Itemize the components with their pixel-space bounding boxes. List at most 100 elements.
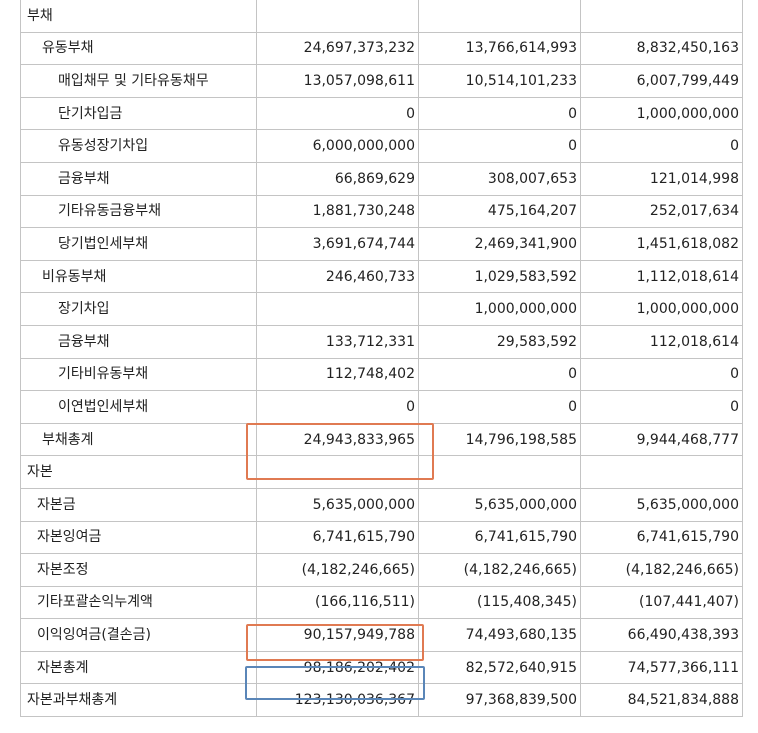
row-label: 유동부채 xyxy=(20,31,257,66)
row-label: 당기법인세부채 xyxy=(20,227,257,261)
row-label: 기타유동금융부채 xyxy=(20,194,257,229)
row-label: 자본과부채총계 xyxy=(20,683,257,718)
row-income-tax-payable: 당기법인세부채 3,691,674,744 2,469,341,900 1,451,6… xyxy=(20,227,743,261)
row-label: 부채총계 xyxy=(20,422,257,457)
value-cell-3: 121,014,998 xyxy=(580,161,743,196)
row-trade-payables: 매입채무 및 기타유동채무 13,057,098,611 10,514,101,23… xyxy=(20,64,743,98)
row-label: 이익잉여금(결손금) xyxy=(20,618,257,652)
value-cell-2: (4,182,246,665) xyxy=(418,553,581,587)
value-cell-3: (107,441,407) xyxy=(580,585,743,620)
value-cell-3: 9,944,468,777 xyxy=(580,422,743,457)
value-cell-2: 308,007,653 xyxy=(418,161,581,196)
value-cell-2: 5,635,000,000 xyxy=(418,487,581,522)
value-cell-3: 5,635,000,000 xyxy=(580,487,743,522)
value-cell-3: 0 xyxy=(580,129,743,163)
row-label: 금융부채 xyxy=(20,161,257,196)
row-label: 비유동부채 xyxy=(20,259,257,294)
value-cell-1: 112,748,402 xyxy=(256,357,419,392)
row-total-liabilities-and-equity: 자본과부채총계 123,130,036,367 97,368,839,500 84,5… xyxy=(20,683,743,718)
value-cell-3: 8,832,450,163 xyxy=(580,31,743,66)
row-label: 부채 xyxy=(20,0,257,33)
value-cell-1: 24,697,373,232 xyxy=(256,31,419,66)
row-label: 단기차입금 xyxy=(20,96,257,131)
row-deferred-tax-liabilities: 이연법인세부채 0 0 0 xyxy=(20,390,743,424)
value-cell-3: 1,112,018,614 xyxy=(580,259,743,294)
row-equity: 자본 xyxy=(20,455,743,489)
row-label: 금융부채 xyxy=(20,324,257,359)
value-cell-2: 14,796,198,585 xyxy=(418,422,581,457)
value-cell-1: (166,116,511) xyxy=(256,585,419,620)
row-label: 유동성장기차입 xyxy=(20,129,257,163)
value-cell-3: 252,017,634 xyxy=(580,194,743,229)
value-cell-1: 6,741,615,790 xyxy=(256,520,419,555)
value-cell-3: 74,577,366,111 xyxy=(580,650,743,685)
value-cell-3: 66,490,438,393 xyxy=(580,618,743,652)
value-cell-2: 6,741,615,790 xyxy=(418,520,581,555)
value-cell-3: 84,521,834,888 xyxy=(580,683,743,718)
row-label: 장기차입 xyxy=(20,292,257,326)
row-label: 자본금 xyxy=(20,487,257,522)
value-cell-1: 98,186,202,402 xyxy=(256,650,419,685)
value-cell-2: (115,408,345) xyxy=(418,585,581,620)
row-financial-liabilities: 금융부채 66,869,629 308,007,653 121,014,998 xyxy=(20,161,743,196)
value-cell-3: 6,741,615,790 xyxy=(580,520,743,555)
value-cell-3 xyxy=(580,455,743,489)
value-cell-1 xyxy=(256,292,419,326)
value-cell-3 xyxy=(580,0,743,33)
value-cell-2: 2,469,341,900 xyxy=(418,227,581,261)
value-cell-2: 82,572,640,915 xyxy=(418,650,581,685)
value-cell-3: 0 xyxy=(580,357,743,392)
row-total-equity: 자본총계 98,186,202,402 82,572,640,915 74,577,3… xyxy=(20,650,743,685)
row-liabilities: 부채 xyxy=(20,0,743,33)
value-cell-2: 0 xyxy=(418,129,581,163)
value-cell-3: (4,182,246,665) xyxy=(580,553,743,587)
value-cell-2: 1,000,000,000 xyxy=(418,292,581,326)
value-cell-2: 0 xyxy=(418,390,581,424)
balance-sheet-table: 부채 유동부채 24,697,373,232 13,766,614,993 8,832,… xyxy=(20,0,743,718)
value-cell-2: 0 xyxy=(418,357,581,392)
value-cell-2 xyxy=(418,455,581,489)
row-long-term-borrowings: 장기차입 1,000,000,000 1,000,000,000 xyxy=(20,292,743,326)
value-cell-3: 6,007,799,449 xyxy=(580,64,743,98)
value-cell-3: 1,451,618,082 xyxy=(580,227,743,261)
row-label: 자본잉여금 xyxy=(20,520,257,555)
value-cell-2: 1,029,583,592 xyxy=(418,259,581,294)
row-label: 자본 xyxy=(20,455,257,489)
row-short-term-borrowings: 단기차입금 0 0 1,000,000,000 xyxy=(20,96,743,131)
value-cell-2: 74,493,680,135 xyxy=(418,618,581,652)
row-label: 매입채무 및 기타유동채무 xyxy=(20,64,257,98)
row-label: 기타포괄손익누계액 xyxy=(20,585,257,620)
value-cell-1: 123,130,036,367 xyxy=(256,683,419,718)
value-cell-1: 90,157,949,788 xyxy=(256,618,419,652)
value-cell-1 xyxy=(256,0,419,33)
value-cell-1: 66,869,629 xyxy=(256,161,419,196)
value-cell-1: 246,460,733 xyxy=(256,259,419,294)
value-cell-1: 0 xyxy=(256,96,419,131)
row-current-portion-lt-borrowings: 유동성장기차입 6,000,000,000 0 0 xyxy=(20,129,743,163)
row-nc-financial-liabilities: 금융부채 133,712,331 29,583,592 112,018,614 xyxy=(20,324,743,359)
value-cell-2: 97,368,839,500 xyxy=(418,683,581,718)
value-cell-3: 112,018,614 xyxy=(580,324,743,359)
row-current-liabilities: 유동부채 24,697,373,232 13,766,614,993 8,832,45… xyxy=(20,31,743,66)
row-accumulated-oci: 기타포괄손익누계액 (166,116,511) (115,408,345) (107,… xyxy=(20,585,743,620)
value-cell-1: 6,000,000,000 xyxy=(256,129,419,163)
row-other-non-current-liabilities: 기타비유동부채 112,748,402 0 0 xyxy=(20,357,743,392)
value-cell-2: 0 xyxy=(418,96,581,131)
value-cell-1: 24,943,833,965 xyxy=(256,422,419,457)
value-cell-1: (4,182,246,665) xyxy=(256,553,419,587)
row-non-current-liabilities: 비유동부채 246,460,733 1,029,583,592 1,112,018,6… xyxy=(20,259,743,294)
row-other-current-financial-liabilities: 기타유동금융부채 1,881,730,248 475,164,207 252,017,… xyxy=(20,194,743,229)
row-total-liabilities: 부채총계 24,943,833,965 14,796,198,585 9,944,46… xyxy=(20,422,743,457)
balance-sheet-body: 부채 유동부채 24,697,373,232 13,766,614,993 8,832,… xyxy=(20,0,743,718)
row-capital-surplus: 자본잉여금 6,741,615,790 6,741,615,790 6,741,615… xyxy=(20,520,743,555)
value-cell-3: 0 xyxy=(580,390,743,424)
value-cell-1 xyxy=(256,455,419,489)
row-capital-stock: 자본금 5,635,000,000 5,635,000,000 5,635,000,0… xyxy=(20,487,743,522)
value-cell-2: 10,514,101,233 xyxy=(418,64,581,98)
row-capital-adjustments: 자본조정 (4,182,246,665) (4,182,246,665) (4,182… xyxy=(20,553,743,587)
value-cell-1: 0 xyxy=(256,390,419,424)
row-label: 자본총계 xyxy=(20,650,257,685)
row-label: 이연법인세부채 xyxy=(20,390,257,424)
row-retained-earnings: 이익잉여금(결손금) 90,157,949,788 74,493,680,135 66… xyxy=(20,618,743,652)
value-cell-2: 13,766,614,993 xyxy=(418,31,581,66)
